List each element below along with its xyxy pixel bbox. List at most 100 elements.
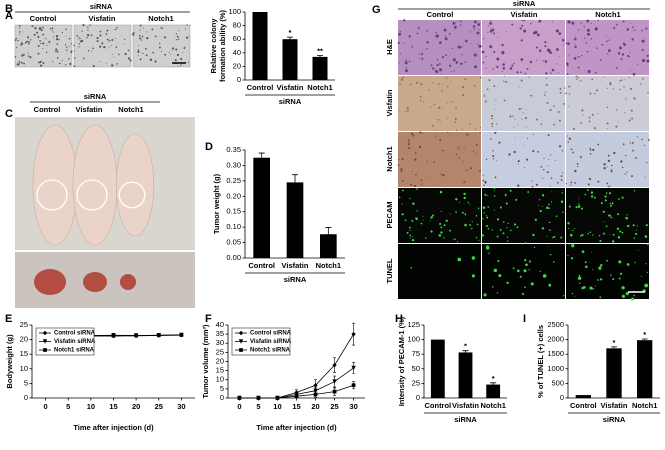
- texture: [449, 229, 452, 232]
- texture: [604, 195, 607, 198]
- texture: [137, 55, 139, 57]
- texture: [59, 62, 61, 65]
- texture: [40, 42, 42, 45]
- texture: [502, 67, 506, 70]
- texture: [524, 242, 527, 244]
- texture: [137, 45, 139, 47]
- texture: [575, 75, 578, 78]
- texture: [65, 28, 68, 31]
- texture: [51, 27, 54, 30]
- texture: [33, 25, 35, 27]
- texture: [438, 106, 441, 109]
- texture: [547, 134, 550, 137]
- texture: [539, 270, 541, 272]
- texture: [491, 229, 493, 231]
- texture: [646, 271, 648, 274]
- texture: [615, 109, 618, 111]
- texture: [632, 26, 634, 29]
- texture: [626, 28, 630, 31]
- texture: [432, 214, 435, 217]
- texture: [64, 44, 66, 46]
- texture: [139, 34, 141, 37]
- texture: [420, 179, 423, 181]
- texture: [127, 57, 131, 60]
- texture: [493, 85, 496, 88]
- texture: [560, 175, 563, 177]
- texture: [188, 35, 190, 37]
- texture: [578, 198, 580, 200]
- texture: [404, 110, 407, 113]
- texture: [439, 222, 442, 225]
- texture: [567, 64, 569, 67]
- texture: [108, 40, 110, 42]
- texture: [55, 48, 58, 51]
- marker: [43, 348, 47, 352]
- texture: [577, 276, 582, 280]
- tumor-ring: [118, 181, 146, 209]
- column-label: Visfatin: [511, 10, 538, 19]
- texture: [471, 274, 475, 278]
- texture: [19, 27, 21, 29]
- texture: [555, 48, 559, 51]
- texture: [469, 31, 472, 33]
- texture: [567, 141, 569, 143]
- texture: [545, 72, 548, 75]
- texture: [485, 158, 488, 161]
- texture: [530, 23, 532, 25]
- texture: [401, 158, 404, 161]
- texture: [19, 31, 21, 33]
- texture: [536, 33, 540, 37]
- texture: [561, 150, 564, 152]
- texture: [439, 139, 442, 142]
- texture: [20, 44, 22, 46]
- texture: [400, 78, 403, 81]
- texture: [16, 63, 20, 66]
- texture: [487, 228, 490, 230]
- panel-label: H: [395, 313, 403, 325]
- y-tick-label: 25: [412, 378, 420, 387]
- texture: [620, 79, 623, 82]
- texture: [513, 62, 515, 65]
- texture: [494, 108, 496, 110]
- texture: [629, 142, 632, 144]
- texture: [574, 182, 576, 184]
- texture: [482, 174, 484, 176]
- texture: [471, 256, 476, 260]
- texture: [607, 159, 611, 163]
- texture: [606, 166, 608, 168]
- texture: [458, 202, 460, 204]
- texture: [633, 237, 635, 239]
- mouse: [32, 124, 78, 246]
- texture: [584, 69, 585, 71]
- texture: [105, 33, 108, 35]
- error-bar: [317, 55, 323, 57]
- texture: [30, 39, 32, 41]
- panel-label: C: [5, 108, 13, 120]
- texture: [139, 29, 141, 31]
- y-tick-label: 10: [216, 375, 224, 384]
- texture: [619, 230, 622, 233]
- texture: [432, 82, 434, 84]
- panel-label: G: [372, 4, 381, 16]
- texture: [494, 176, 497, 179]
- texture: [608, 192, 612, 195]
- texture: [563, 44, 564, 46]
- texture: [556, 63, 558, 65]
- texture: [603, 167, 606, 170]
- texture: [520, 39, 523, 42]
- texture: [479, 76, 482, 79]
- texture: [608, 185, 611, 187]
- texture: [45, 38, 47, 40]
- error-bar: [292, 174, 298, 183]
- texture: [430, 106, 432, 108]
- texture: [455, 211, 457, 213]
- bar: [430, 339, 445, 398]
- texture: [521, 19, 523, 22]
- texture: [501, 43, 504, 47]
- panel-label: D: [205, 141, 213, 153]
- texture: [65, 46, 68, 48]
- texture: [152, 51, 155, 54]
- texture: [443, 224, 446, 227]
- texture: [644, 176, 646, 178]
